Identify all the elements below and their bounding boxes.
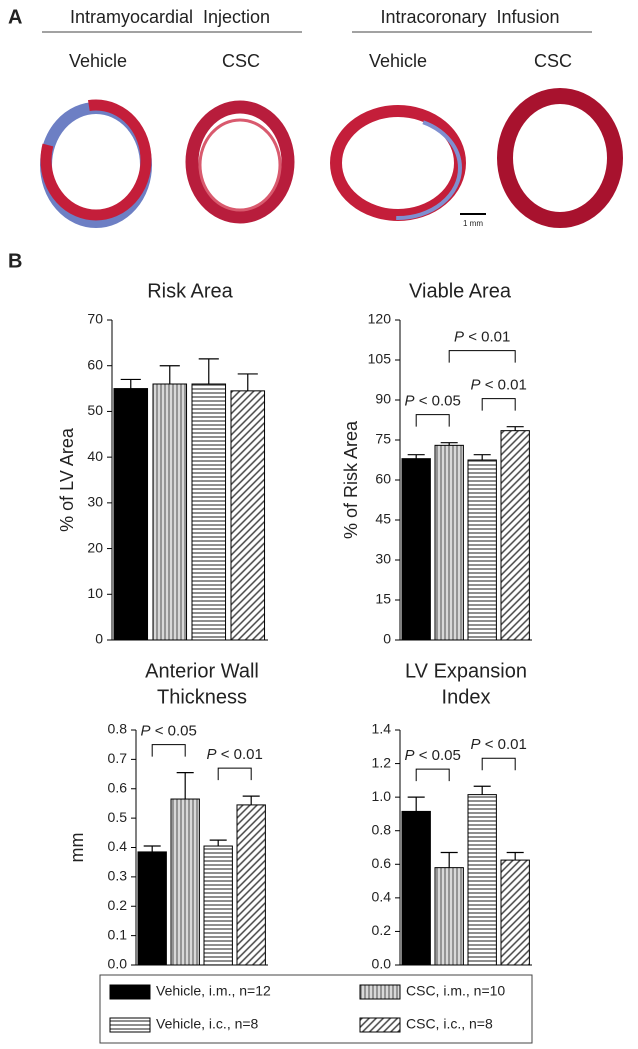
bar xyxy=(170,798,200,966)
bar xyxy=(500,430,530,641)
y-tick-label: 0.0 xyxy=(108,956,128,972)
significance-bracket xyxy=(151,744,186,757)
significance-label: P < 0.05 xyxy=(405,393,461,410)
y-tick-label: 1.2 xyxy=(372,754,392,770)
heart-sections xyxy=(40,88,623,228)
bar xyxy=(434,867,464,966)
y-tick-label: 70 xyxy=(87,311,103,327)
section xyxy=(40,99,152,221)
column-label: CSC xyxy=(222,51,260,71)
y-tick-label: 60 xyxy=(375,471,391,487)
significance-label: P < 0.05 xyxy=(405,747,461,764)
y-tick-label: 0 xyxy=(383,631,391,647)
bar xyxy=(401,810,431,966)
significance-bracket xyxy=(481,398,516,411)
bar xyxy=(467,794,497,966)
legend-label: Vehicle, i.m., n=12 xyxy=(156,983,271,999)
section xyxy=(198,118,282,212)
significance-bracket xyxy=(415,414,450,427)
y-tick-label: 10 xyxy=(87,585,103,601)
bar xyxy=(113,388,149,641)
y-tick-label: 75 xyxy=(375,431,391,447)
legend-swatch xyxy=(359,984,401,1000)
y-tick-label: 0.1 xyxy=(108,926,128,942)
y-tick-label: 30 xyxy=(87,494,103,510)
y-tick-label: 15 xyxy=(375,591,391,607)
panel-label: A xyxy=(8,6,22,28)
bar xyxy=(152,383,188,641)
bar xyxy=(467,459,497,641)
column-label: Vehicle xyxy=(69,51,127,71)
y-tick-label: 30 xyxy=(375,551,391,567)
y-tick-label: 90 xyxy=(375,391,391,407)
y-tick-label: 120 xyxy=(368,311,392,327)
y-axis-label: % of Risk Area xyxy=(341,420,361,539)
y-tick-label: 0.8 xyxy=(372,821,392,837)
chart-title: Viable Area xyxy=(409,280,512,302)
bar xyxy=(191,383,227,641)
chart-title: Index xyxy=(442,686,491,708)
bar xyxy=(137,851,167,966)
y-tick-label: 0.2 xyxy=(372,922,392,938)
legend-label: Vehicle, i.c., n=8 xyxy=(156,1016,259,1032)
y-tick-label: 0.4 xyxy=(372,889,392,905)
section xyxy=(497,88,623,228)
chart-title: Risk Area xyxy=(147,280,233,302)
y-tick-label: 50 xyxy=(87,402,103,418)
significance-bracket xyxy=(415,768,450,782)
legend-label: CSC, i.m., n=10 xyxy=(406,983,505,999)
significance-label: P < 0.05 xyxy=(141,723,197,740)
y-axis-label: % of LV Area xyxy=(57,427,77,532)
chart-title: LV Expansion xyxy=(405,660,527,682)
significance-label: P < 0.01 xyxy=(454,329,510,346)
section xyxy=(330,105,466,221)
chart-title: Anterior Wall xyxy=(145,660,259,682)
legend-swatch xyxy=(109,1017,151,1033)
bar xyxy=(236,804,266,966)
significance-label: P < 0.01 xyxy=(471,377,527,394)
significance-bracket xyxy=(217,767,252,781)
y-tick-label: 0.6 xyxy=(108,779,128,795)
group-title: Intracoronary Infusion xyxy=(380,7,559,27)
significance-bracket xyxy=(481,757,516,771)
section xyxy=(185,100,295,224)
column-label: Vehicle xyxy=(369,51,427,71)
y-tick-label: 0.7 xyxy=(108,750,128,766)
legend-swatch xyxy=(109,984,151,1000)
y-tick-label: 1.4 xyxy=(372,721,392,737)
legend-label: CSC, i.c., n=8 xyxy=(406,1016,493,1032)
bar xyxy=(203,845,233,966)
y-tick-label: 0.6 xyxy=(372,855,392,871)
y-tick-label: 0 xyxy=(95,631,103,647)
y-tick-label: 20 xyxy=(87,539,103,555)
y-tick-label: 60 xyxy=(87,356,103,372)
group-title: Intramyocardial Injection xyxy=(70,7,270,27)
bar xyxy=(500,859,530,966)
bar xyxy=(401,458,431,641)
chart-title: Thickness xyxy=(157,686,247,708)
y-tick-label: 0.4 xyxy=(108,838,128,854)
y-tick-label: 0.0 xyxy=(372,956,392,972)
significance-bracket xyxy=(448,350,516,363)
bar xyxy=(434,444,464,641)
significance-label: P < 0.01 xyxy=(471,736,527,753)
section xyxy=(334,116,462,220)
legend-box xyxy=(99,974,533,1044)
y-tick-label: 1.0 xyxy=(372,788,392,804)
y-tick-label: 0.8 xyxy=(108,721,128,737)
y-tick-label: 40 xyxy=(87,448,103,464)
scale-bar-label: 1 mm xyxy=(463,219,483,228)
y-tick-label: 45 xyxy=(375,511,391,527)
y-tick-label: 0.2 xyxy=(108,897,128,913)
column-label: CSC xyxy=(534,51,572,71)
legend-swatch xyxy=(359,1017,401,1033)
y-tick-label: 0.3 xyxy=(108,868,128,884)
bar xyxy=(230,390,266,641)
y-tick-label: 105 xyxy=(368,351,392,367)
y-tick-label: 0.5 xyxy=(108,809,128,825)
significance-label: P < 0.01 xyxy=(207,746,263,763)
y-axis-label: mm xyxy=(67,833,87,863)
panel-label: B xyxy=(8,250,22,272)
